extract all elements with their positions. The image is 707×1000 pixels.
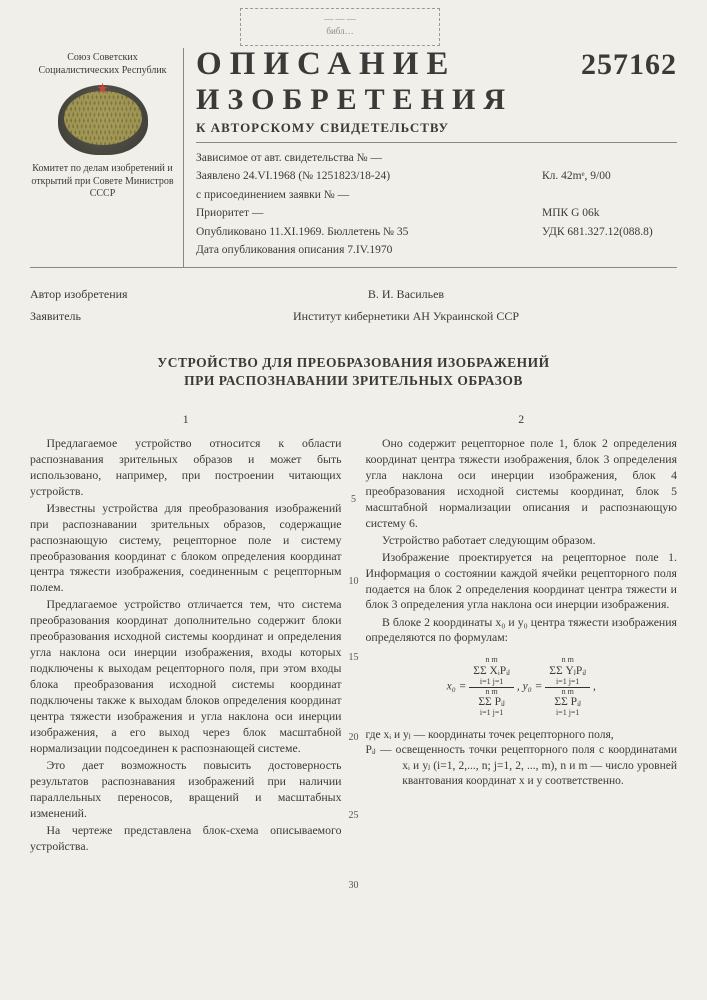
applicant-name: Институт кибернетики АН Украинской ССР: [175, 306, 677, 328]
lineno-5: 5: [344, 494, 364, 505]
col1-p2: Известны устройства для преобразования и…: [30, 501, 342, 597]
formula-limsub3: i=1 j=1: [549, 678, 586, 687]
author-label: Автор изобретения: [30, 284, 175, 306]
col1-p3: Предлагаемое устройство отличается тем, …: [30, 597, 342, 756]
patent-number: 257162: [581, 48, 677, 82]
where-p: Pᵢⱼ — освещенность точки рецепторного по…: [366, 743, 678, 790]
formula-limtop3: n m: [549, 656, 586, 665]
formula-limsub4: i=1 j=1: [549, 709, 586, 718]
formula-limsub1: i=1 j=1: [473, 678, 510, 687]
lineno-30: 30: [344, 880, 364, 891]
meta-priority-class: МПК G 06k: [542, 204, 677, 222]
formula-limtop1: n m: [473, 656, 510, 665]
document-title: УСТРОЙСТВО ДЛЯ ПРЕОБРАЗОВАНИЯ ИЗОБРАЖЕНИ…: [30, 354, 677, 390]
where-block: где xᵢ и yⱼ — координаты точек рецепторн…: [366, 728, 678, 790]
country-name: Союз Советских Социалистических Республи…: [30, 52, 175, 77]
committee-name: Комитет по делам изобретений и открытий …: [30, 163, 175, 201]
col2-p1: Оно содержит рецепторное поле 1, блок 2 …: [366, 436, 678, 532]
title-column: ОПИСАНИЕ ИЗОБРЕТЕНИЯ 257162 К АВТОРСКОМУ…: [183, 48, 677, 267]
lineno-20: 20: [344, 732, 364, 743]
applicant-label: Заявитель: [30, 306, 175, 328]
formula-tail: ,: [593, 681, 596, 693]
formula-num-a: ΣΣ XᵢPᵢⱼ: [473, 665, 510, 677]
col2-p2: Устройство работает следующим образом.: [366, 533, 678, 549]
col2-p3: Изображение проектируется на рецепторное…: [366, 550, 678, 614]
ussr-emblem: [58, 85, 148, 155]
lineno-10: 10: [344, 576, 364, 587]
meta-published: Опубликовано 11.XI.1969. Бюллетень № 35: [196, 223, 542, 241]
meta-dependent: Зависимое от авт. свидетельства № —: [196, 149, 542, 167]
column-2: 2 Оно содержит рецепторное поле 1, блок …: [366, 412, 678, 856]
meta-joined: с присоединением заявки № —: [196, 186, 542, 204]
formula-limtop2: n m: [473, 688, 510, 697]
col1-p1: Предлагаемое устройство относится к обла…: [30, 436, 342, 500]
author-block: Автор изобретения В. И. Васильев Заявите…: [30, 284, 677, 327]
formula-den-a: ΣΣ Pᵢⱼ: [478, 696, 505, 708]
meta-priority: Приоритет —: [196, 204, 542, 222]
col1-p5: На чертеже представлена блок-схема описы…: [30, 823, 342, 855]
formula-y-lhs: , y₀ =: [517, 681, 543, 693]
lineno-15: 15: [344, 652, 364, 663]
library-stamp: — — —библ…: [240, 8, 440, 46]
formula-block: x₀ = n mΣΣ XᵢPᵢⱼi=1 j=1 n mΣΣ Pᵢⱼi=1 j=1…: [366, 656, 678, 717]
column-1: 1 Предлагаемое устройство относится к об…: [30, 412, 342, 856]
col1-p4: Это дает возможность повысить достоверно…: [30, 758, 342, 822]
col2-p4: В блоке 2 координаты x₀ и y₀ центра тяже…: [366, 615, 678, 647]
heading-subtitle: К АВТОРСКОМУ СВИДЕТЕЛЬСТВУ: [196, 120, 677, 136]
doc-title-line2: ПРИ РАСПОЗНАВАНИИ ЗРИТЕЛЬНЫХ ОБРАЗОВ: [184, 373, 523, 388]
heading-line1: ОПИСАНИЕ: [196, 48, 513, 81]
lineno-25: 25: [344, 810, 364, 821]
formula-limsub2: i=1 j=1: [473, 709, 510, 718]
col1-number: 1: [30, 412, 342, 428]
formula-num-b: ΣΣ YⱼPᵢⱼ: [549, 665, 586, 677]
formula-den-b: ΣΣ Pᵢⱼ: [554, 696, 581, 708]
heading-line2: ИЗОБРЕТЕНИЯ: [196, 83, 513, 116]
formula-x-lhs: x₀ =: [447, 681, 467, 693]
col2-number: 2: [366, 412, 678, 428]
meta-desc-published: Дата опубликования описания 7.IV.1970: [196, 241, 542, 259]
meta-filed: Заявлено 24.VI.1968 (№ 1251823/18-24): [196, 167, 542, 185]
doc-title-line1: УСТРОЙСТВО ДЛЯ ПРЕОБРАЗОВАНИЯ ИЗОБРАЖЕНИ…: [157, 355, 549, 370]
meta-filed-class: Кл. 42mᵉ, 9/00: [542, 167, 677, 185]
meta-published-class: УДК 681.327.12(088.8): [542, 223, 677, 241]
header: Союз Советских Социалистических Республи…: [30, 48, 677, 268]
issuer-column: Союз Советских Социалистических Республи…: [30, 48, 183, 267]
where-lead: где xᵢ и yⱼ — координаты точек рецепторн…: [366, 728, 678, 744]
author-name: В. И. Васильев: [175, 284, 677, 306]
body-columns: 1 Предлагаемое устройство относится к об…: [30, 412, 677, 856]
formula-limtop4: n m: [549, 688, 586, 697]
